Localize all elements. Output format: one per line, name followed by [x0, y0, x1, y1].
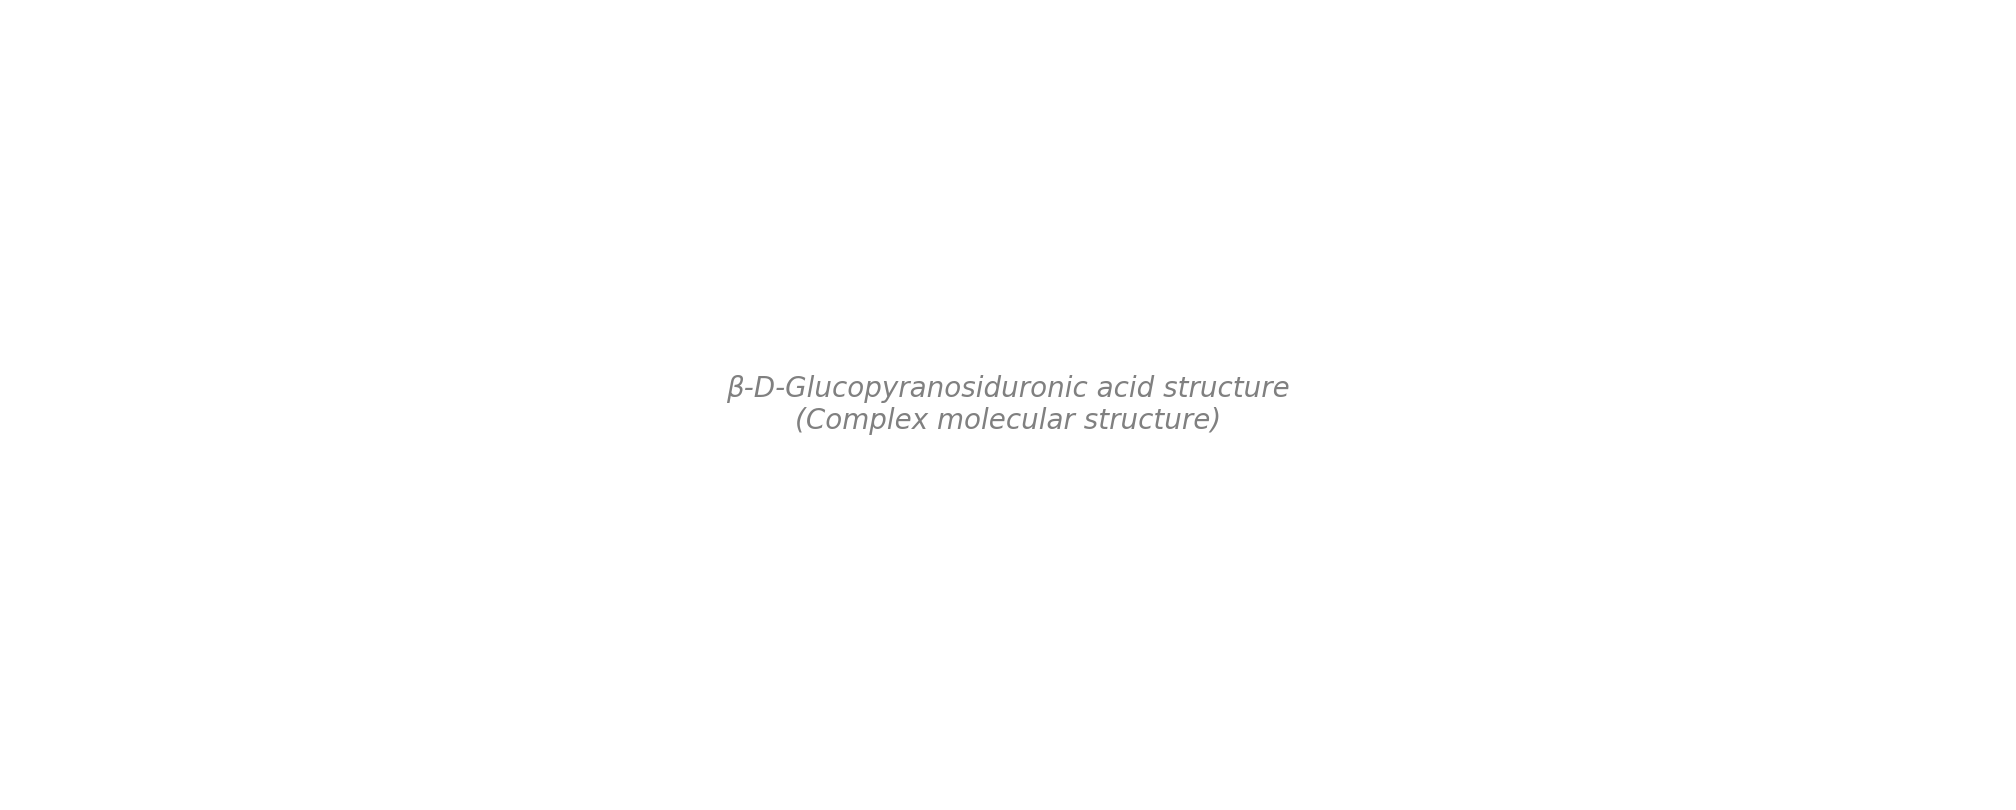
Text: β-D-Glucopyranosiduronic acid structure
(Complex molecular structure): β-D-Glucopyranosiduronic acid structure …: [726, 375, 1290, 435]
